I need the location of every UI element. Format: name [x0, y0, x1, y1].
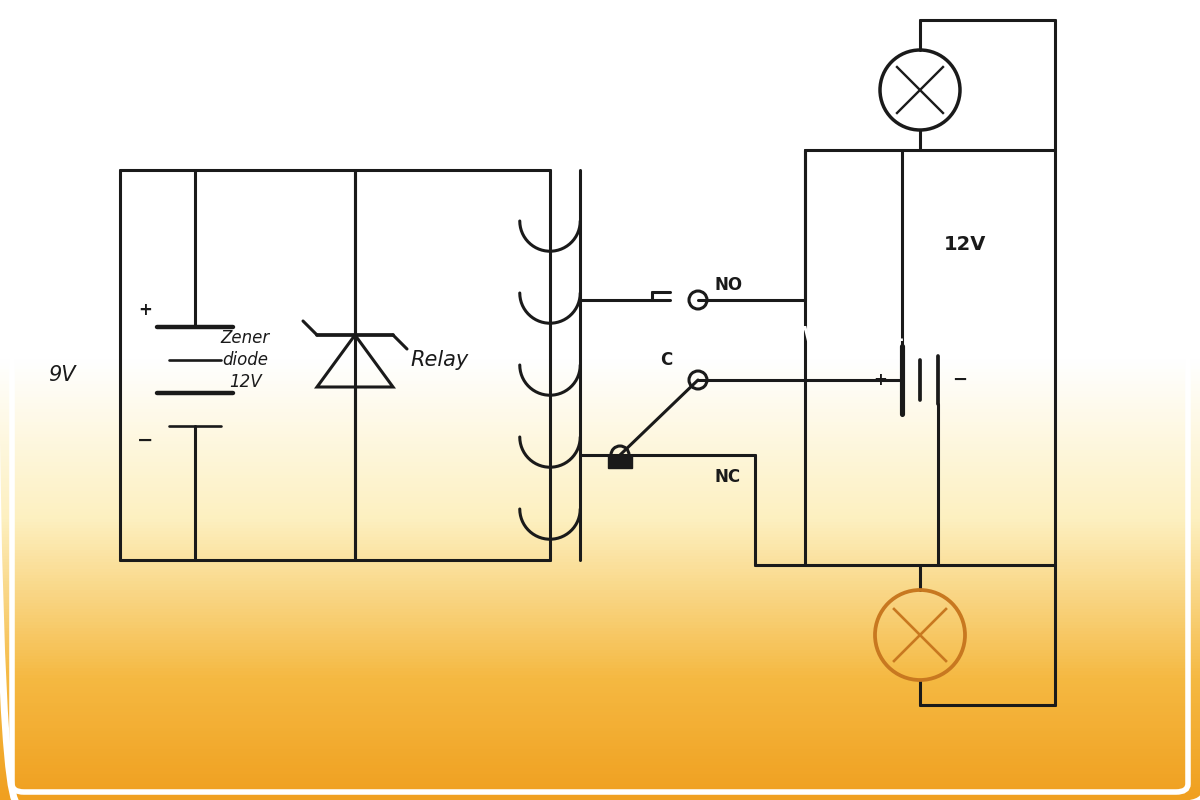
Text: +: + [874, 371, 887, 389]
Text: W: W [792, 326, 816, 346]
Text: NC: NC [715, 468, 742, 486]
Text: NO: NO [715, 276, 743, 294]
Text: −: − [137, 430, 154, 450]
Bar [608, 455, 632, 468]
Text: Relay: Relay [410, 350, 469, 370]
Text: −: − [953, 371, 967, 389]
Text: Zener
diode
12V: Zener diode 12V [221, 329, 270, 391]
Text: WELLPCB: WELLPCB [864, 327, 952, 345]
Text: 9V: 9V [48, 365, 76, 385]
Text: 12V: 12V [944, 235, 986, 254]
Text: +: + [138, 301, 152, 319]
Text: C: C [660, 351, 672, 369]
